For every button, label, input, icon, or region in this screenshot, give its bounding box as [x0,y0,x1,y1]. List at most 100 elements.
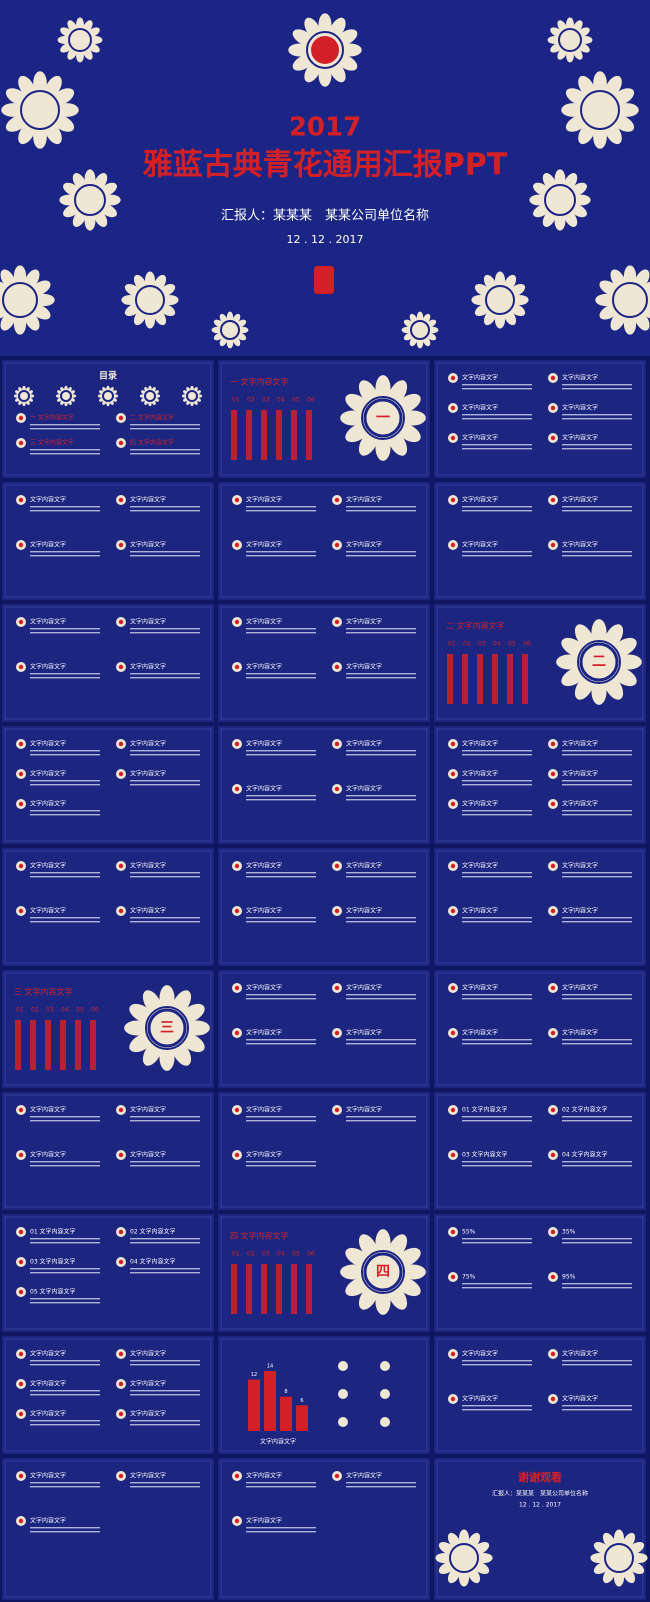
text-line [462,1039,532,1041]
bar-label: 12 [251,1372,257,1378]
icon-dot [550,542,556,548]
petal [13,312,27,335]
text-line [30,428,100,430]
text-line [30,1424,100,1426]
text-line [346,632,416,634]
section-index: 04 [277,1251,285,1258]
icon-dot [234,863,240,869]
flower-core [74,184,106,216]
item-label: 04 文字内容文字 [562,1151,608,1159]
petal [458,1568,470,1587]
item-label: 文字内容文字 [246,785,282,793]
item-label: 文字内容文字 [246,740,282,748]
section-bar [462,654,468,704]
slide-bg [434,848,646,966]
icon [380,1389,390,1399]
section-bar [45,1020,51,1070]
item-label: 文字内容文字 [30,663,66,671]
petal [76,48,84,63]
slide-border [220,850,428,964]
item-label: 01 文字内容文字 [462,1106,508,1114]
icon-dot [450,1107,456,1113]
petal [593,71,607,96]
petal [101,194,121,206]
item-label: 04 文字内容文字 [130,1258,176,1266]
petal [84,211,96,231]
text-line [130,1116,200,1118]
item-label: 文字内容文字 [30,740,66,748]
item-label: 文字内容文字 [246,1029,282,1037]
item-label: 文字内容文字 [130,770,166,778]
petal [623,312,637,335]
text-line [130,1364,200,1366]
slide-bg [434,1336,646,1454]
slide-bg [218,604,430,722]
text-line [130,917,200,919]
item-label: 文字内容文字 [346,496,382,504]
petal [144,271,156,290]
text-line [562,1283,632,1285]
icon-dot [550,497,556,503]
slide-bg [218,970,430,1088]
icon-dot [234,741,240,747]
text-line [462,444,532,446]
icon-dot [334,1030,340,1036]
section-bar [477,654,483,704]
section-index: 01 [448,641,456,648]
section-index: 02 [247,397,255,404]
text-line [562,414,632,416]
text-line [246,795,316,797]
text-line [30,449,100,451]
icon-dot [550,863,556,869]
item-label: 文字内容文字 [246,541,282,549]
icon-dot [18,1107,24,1113]
text-line [462,1165,532,1167]
section-index: 02 [247,1251,255,1258]
icon-dot [18,1152,24,1158]
text-line [30,555,100,557]
petal [33,124,47,149]
item-label: 文字内容文字 [246,1106,282,1114]
text-line [30,551,100,553]
icon-dot [550,985,556,991]
icon-dot [118,415,124,421]
text-line [346,555,416,557]
item-label: 文字内容文字 [346,740,382,748]
bar [264,1371,276,1431]
petal [629,1552,648,1564]
item-label: 95% [562,1274,576,1281]
text-line [246,1531,316,1533]
icon-dot [234,619,240,625]
text-line [346,872,416,874]
icon-dot [118,440,124,446]
slide-border [4,362,212,476]
seal [314,266,334,294]
text-line [346,677,416,679]
text-line [562,780,632,782]
section-bar [30,1020,36,1070]
text-line [30,1161,100,1163]
text-line [346,998,416,1000]
icon-dot [18,664,24,670]
icon-dot [334,542,340,548]
text-line [30,1364,100,1366]
text-line [346,506,416,508]
text-line [246,555,316,557]
item-label: 文字内容文字 [346,663,382,671]
text-line [30,1420,100,1422]
section-index: 06 [307,397,315,404]
text-line [30,1302,100,1304]
text-line [346,673,416,675]
icon-dot [450,497,456,503]
text-line [130,754,200,756]
slide-border [436,1094,644,1208]
petal [1,103,26,117]
text-line [562,388,632,390]
text-line [246,994,316,996]
icon-dot [118,1381,124,1387]
